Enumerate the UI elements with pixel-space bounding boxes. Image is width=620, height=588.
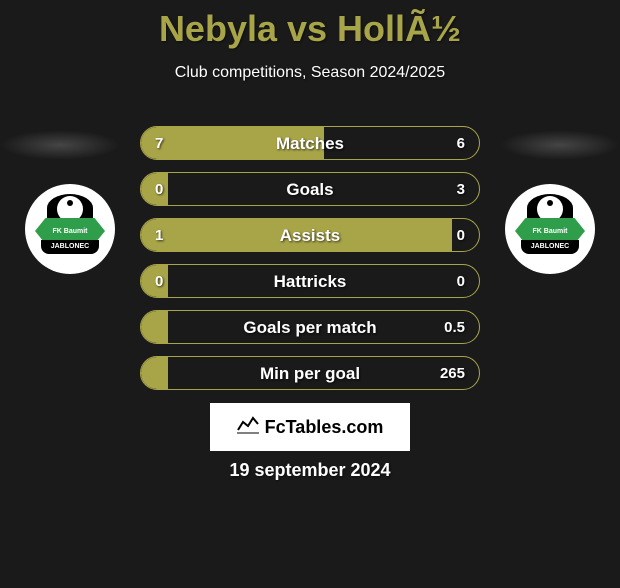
stat-right-value: 0 (457, 219, 465, 252)
branding-text: FcTables.com (265, 417, 384, 438)
stat-right-value: 0.5 (444, 311, 465, 344)
badge-top (527, 194, 573, 222)
stat-row: 0Goals3 (140, 172, 480, 206)
stat-row: 7Matches6 (140, 126, 480, 160)
club-badge: FK Baumit JABLONEC (35, 194, 105, 264)
stat-row: 1Assists0 (140, 218, 480, 252)
stat-label: Goals per match (141, 311, 479, 344)
stat-label: Assists (141, 219, 479, 252)
shadow-left (0, 130, 120, 160)
badge-bottom-text: JABLONEC (521, 240, 579, 254)
stat-right-value: 6 (457, 127, 465, 160)
stat-row: Goals per match0.5 (140, 310, 480, 344)
page-subtitle: Club competitions, Season 2024/2025 (0, 64, 620, 82)
stat-label: Matches (141, 127, 479, 160)
stats-rows: 7Matches60Goals31Assists00Hattricks0Goal… (140, 126, 480, 402)
stat-label: Goals (141, 173, 479, 206)
stat-right-value: 0 (457, 265, 465, 298)
stat-row: 0Hattricks0 (140, 264, 480, 298)
team-logo-left: FK Baumit JABLONEC (25, 184, 115, 274)
chart-icon (237, 416, 259, 439)
branding-box: FcTables.com (210, 403, 410, 451)
stat-row: Min per goal265 (140, 356, 480, 390)
stat-right-value: 3 (457, 173, 465, 206)
shadow-right (500, 130, 620, 160)
date-text: 19 september 2024 (0, 460, 620, 481)
stat-right-value: 265 (440, 357, 465, 390)
club-badge: FK Baumit JABLONEC (515, 194, 585, 264)
stat-label: Min per goal (141, 357, 479, 390)
page-title: Nebyla vs HollÃ½ (0, 8, 620, 50)
team-logo-right: FK Baumit JABLONEC (505, 184, 595, 274)
badge-top (47, 194, 93, 222)
badge-bottom-text: JABLONEC (41, 240, 99, 254)
stat-label: Hattricks (141, 265, 479, 298)
